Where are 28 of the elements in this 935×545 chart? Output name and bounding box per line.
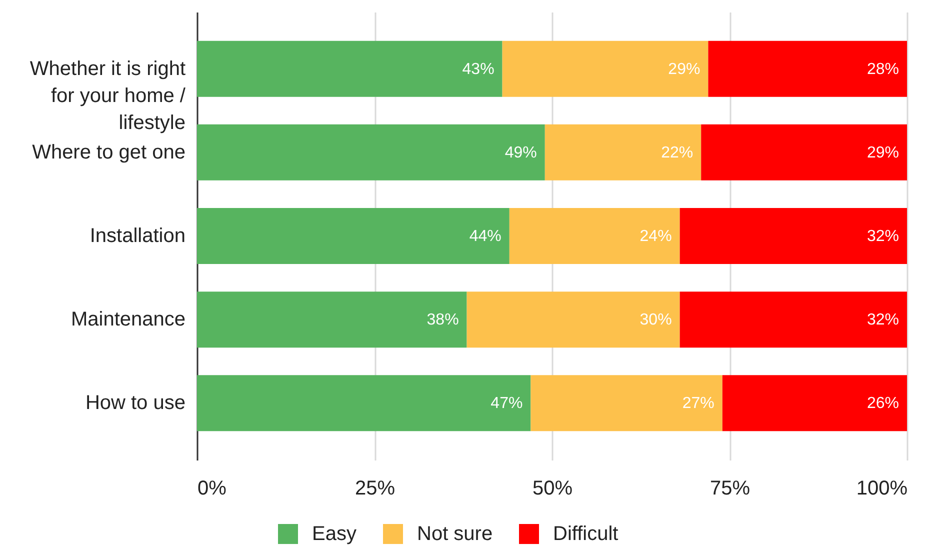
data-label: 47% [490, 395, 523, 412]
x-tick-label: 100% [856, 478, 908, 500]
data-label: 32% [866, 228, 899, 245]
data-label: 26% [866, 395, 899, 412]
data-label: 30% [640, 312, 672, 329]
x-tick-label: 0% [198, 478, 227, 500]
y-tick-label: Installation [90, 225, 186, 247]
data-label: 44% [469, 228, 502, 245]
legend-label: Easy [312, 523, 356, 545]
legend-label: Difficult [553, 523, 619, 545]
data-label: 38% [426, 312, 459, 329]
x-tick-label: 50% [532, 478, 573, 500]
x-tick-label: 75% [710, 478, 750, 500]
data-label: 43% [462, 60, 494, 78]
y-tick-label: How to use [85, 392, 186, 414]
y-tick-label: Where to get one [32, 141, 186, 164]
x-tick-label: 25% [354, 478, 396, 500]
y-tick-label: Maintenance [70, 308, 186, 331]
data-label: 29% [866, 144, 899, 162]
legend-label: Not sure [417, 523, 493, 545]
data-label: 32% [866, 312, 899, 329]
data-label: 22% [661, 144, 694, 162]
data-label: 49% [504, 144, 537, 162]
data-label: 28% [866, 60, 899, 78]
data-label: 29% [668, 60, 700, 78]
y-tick-label: Whether it is right for your home / lifestyle [30, 58, 186, 134]
data-label: 24% [640, 228, 672, 245]
data-label: 27% [682, 395, 714, 412]
